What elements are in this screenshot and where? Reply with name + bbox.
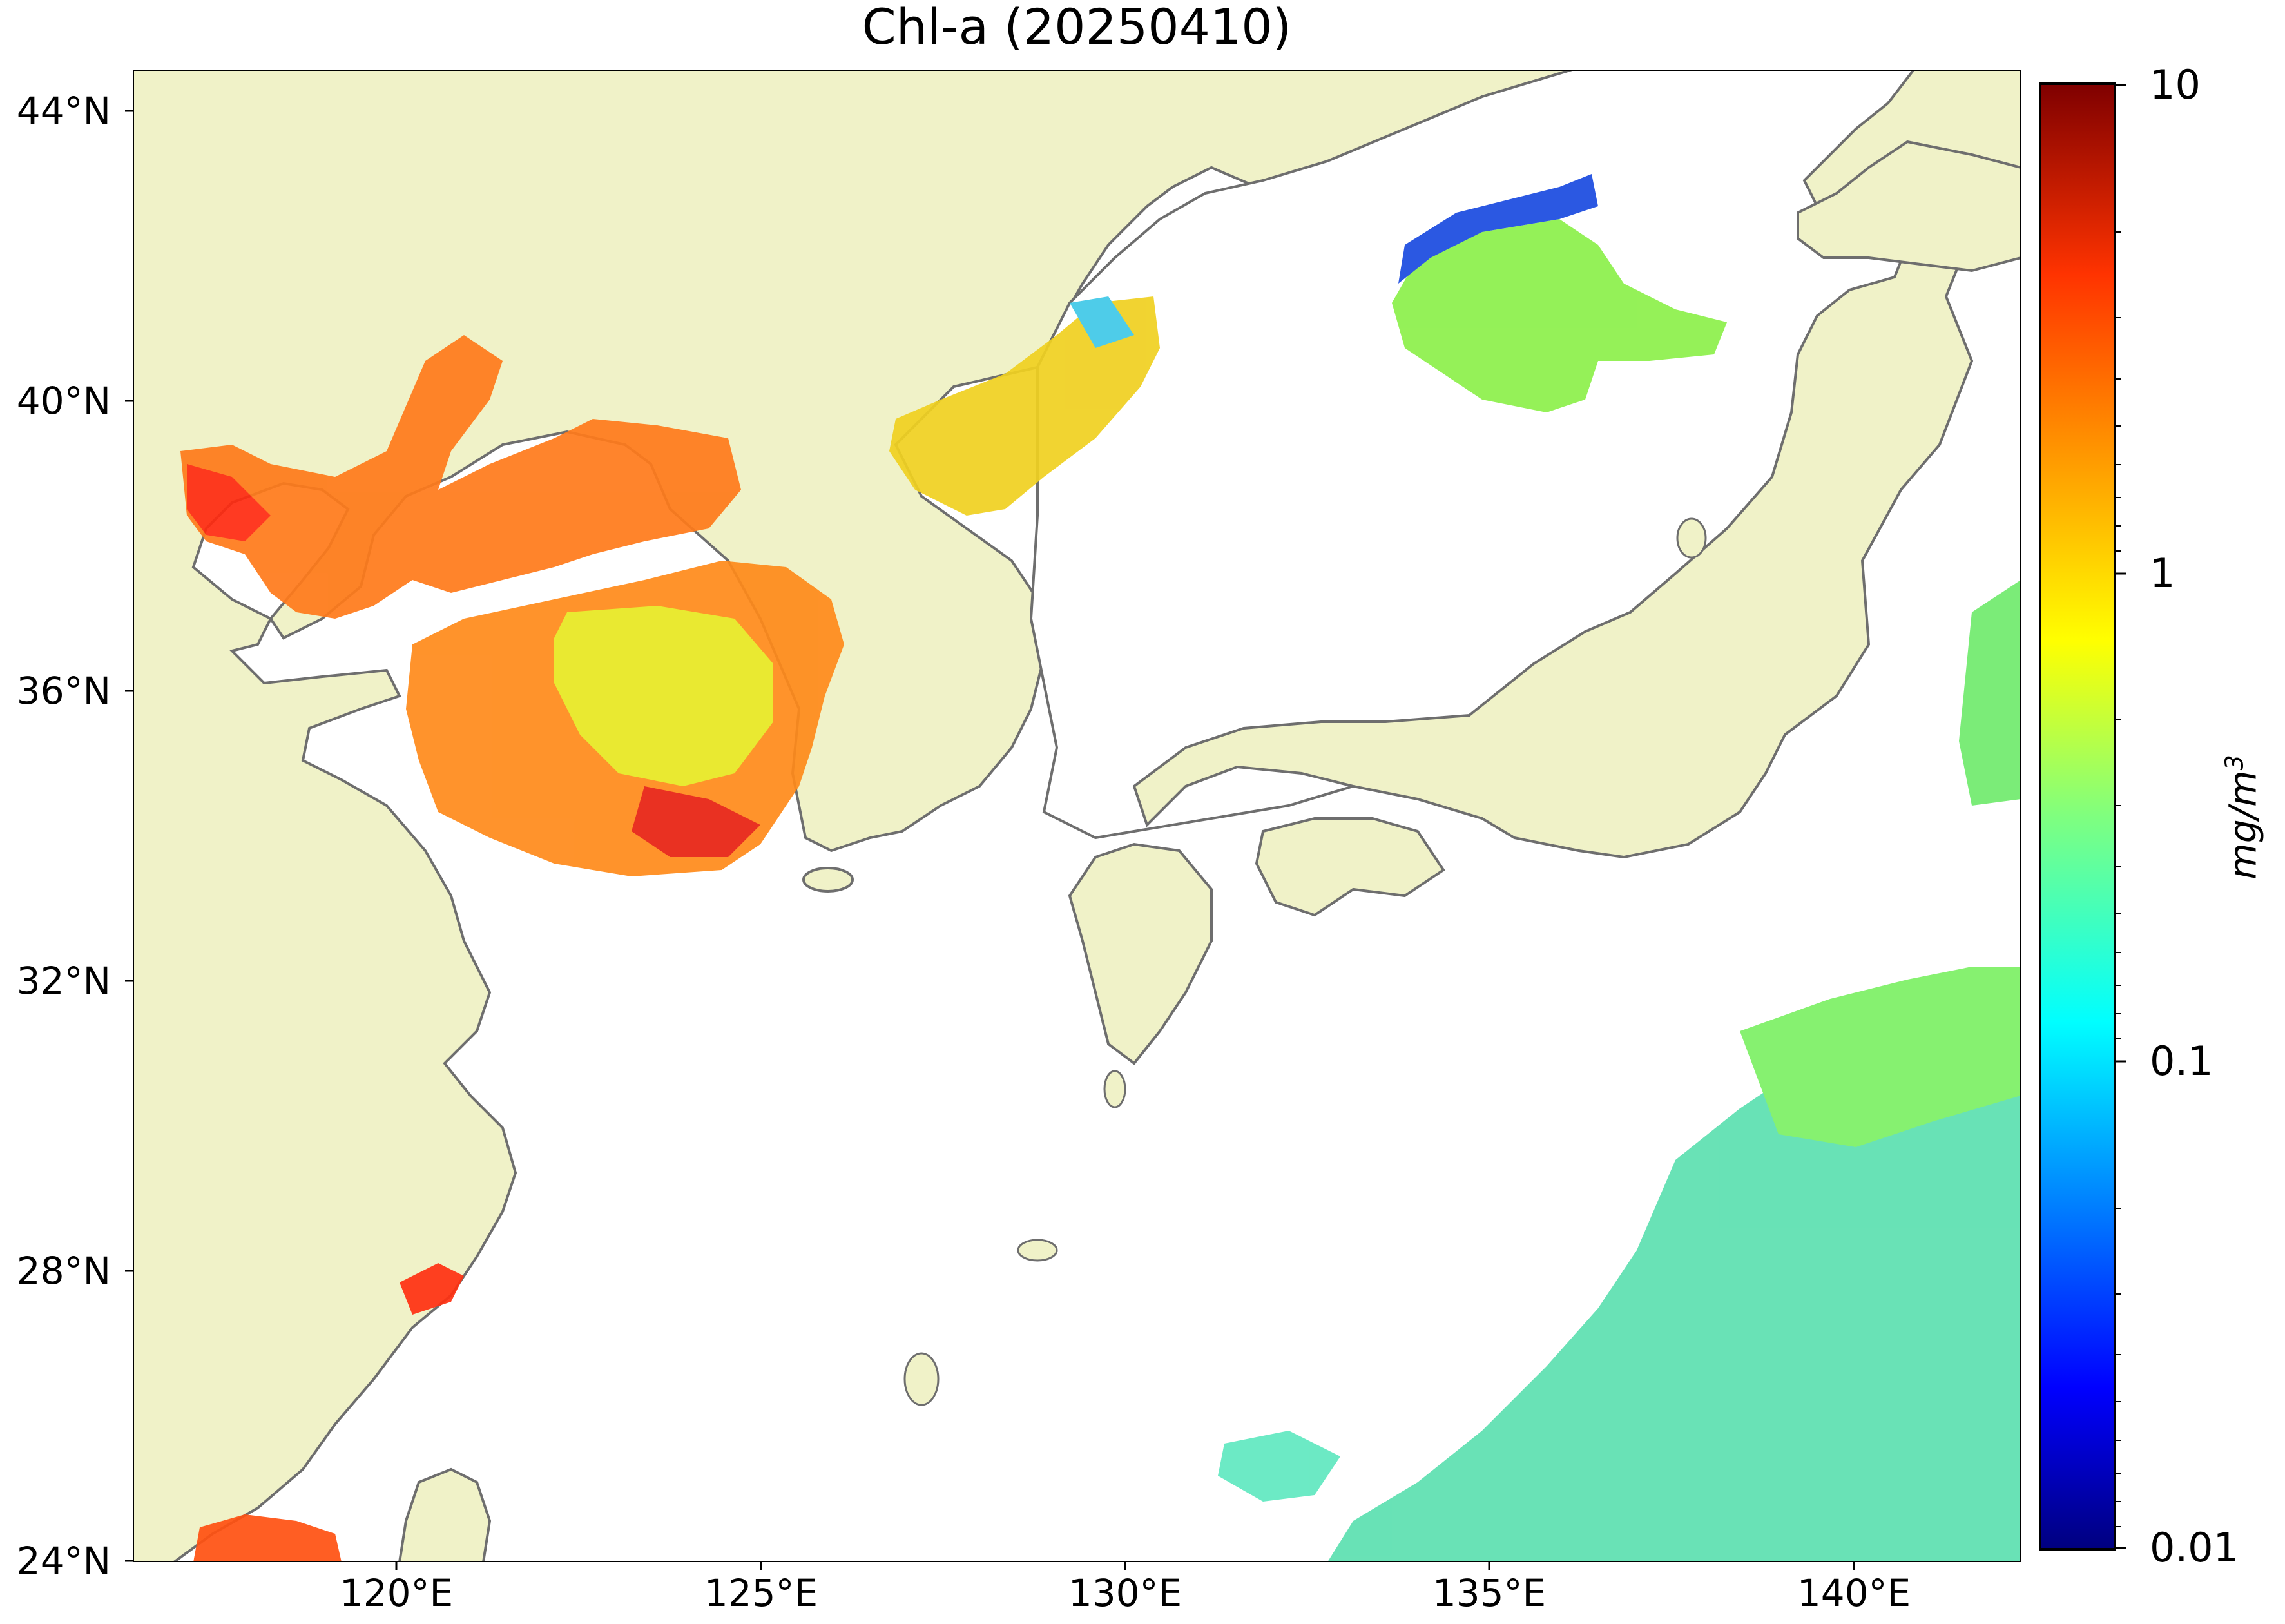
lon-tick-marks	[395, 1562, 1855, 1570]
colorbar-unit-label: mg/m3	[2220, 755, 2264, 880]
patch-korea-bay-blue	[1070, 296, 1134, 348]
land-amami	[1017, 1239, 1058, 1262]
map-title: Chl-a (20250410)	[862, 0, 1292, 55]
colorbar-label-10: 10	[2150, 61, 2201, 108]
lat-label-40: 40°N	[16, 379, 111, 423]
land-japan-honshu	[1132, 70, 2021, 859]
lat-label-32: 32°N	[16, 959, 111, 1003]
colorbar-label-0-01: 0.01	[2150, 1524, 2239, 1571]
lat-label-24: 24°N	[16, 1539, 111, 1583]
lat-label-44: 44°N	[16, 89, 111, 133]
colorbar-major-ticks	[2115, 84, 2126, 1549]
patch-pacific-southwest	[1218, 1431, 1340, 1502]
land-jeju	[802, 867, 854, 893]
colorbar	[2039, 82, 2116, 1551]
colorbar-minor-ticks	[2115, 231, 2121, 1527]
lat-label-36: 36°N	[16, 669, 111, 713]
lon-label-140: 140°E	[1797, 1571, 1911, 1615]
colorbar-unit: mg/m	[2221, 770, 2265, 880]
patch-korea-bay-north	[889, 296, 1160, 516]
patch-zhejiang-coast	[400, 1263, 464, 1315]
patch-sea-of-japan-north	[1392, 219, 1727, 412]
colorbar-label-0-1: 0.1	[2150, 1038, 2213, 1085]
colorbar-label-1: 1	[2150, 550, 2175, 597]
colorbar-unit-exponent: 3	[2220, 755, 2249, 771]
map-area	[133, 70, 2021, 1562]
land-kyushu	[1068, 842, 1213, 1065]
lat-label-28: 28°N	[16, 1249, 111, 1293]
land-tanegashima	[1103, 1070, 1126, 1108]
land-shikoku	[1255, 817, 1445, 917]
patch-bohai-sea-red	[187, 464, 271, 541]
patch-yellow-sea-center	[554, 606, 773, 786]
lon-label-130: 130°E	[1068, 1571, 1182, 1615]
land-okinawa	[903, 1352, 940, 1406]
patch-pacific-east-edge	[1959, 580, 2021, 806]
patch-sea-of-japan-blue	[1398, 174, 1598, 284]
land-sado	[1676, 517, 1707, 559]
chl-patches	[180, 174, 2021, 1562]
land-hokkaido	[1797, 140, 2021, 273]
patch-yellow-sea-red	[632, 786, 760, 857]
lat-tick-marks	[125, 110, 133, 1562]
lon-label-125: 125°E	[704, 1571, 818, 1615]
lon-label-135: 135°E	[1432, 1571, 1547, 1615]
patch-pacific-east-green	[1740, 967, 2021, 1147]
patch-taiwan-strait	[193, 1514, 342, 1562]
land-taiwan	[398, 1467, 492, 1562]
lon-label-120: 120°E	[339, 1571, 454, 1615]
patch-bohai-sea	[180, 335, 741, 619]
